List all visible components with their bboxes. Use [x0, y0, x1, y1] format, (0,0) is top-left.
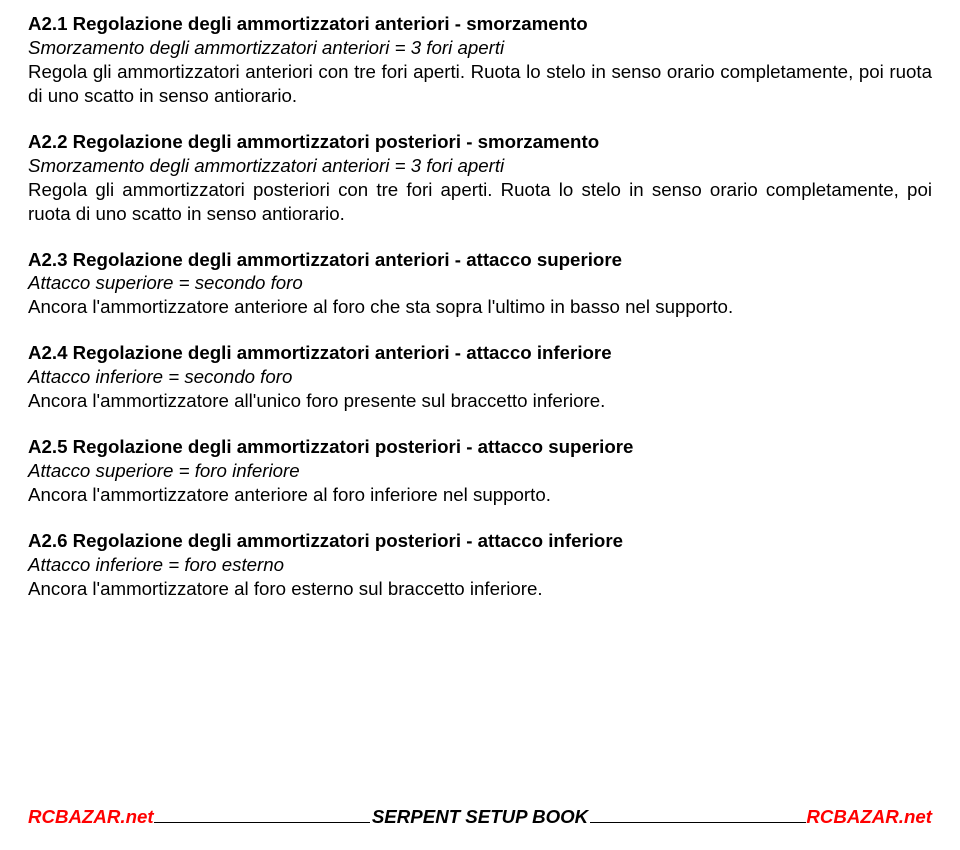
section-body: Ancora l'ammortizzatore all'unico foro p… [28, 389, 932, 413]
section-heading: A2.2 Regolazione degli ammortizzatori po… [28, 130, 932, 154]
section-a2-2: A2.2 Regolazione degli ammortizzatori po… [28, 130, 932, 226]
footer-right-brand: RCBAZAR.net [806, 806, 932, 828]
section-a2-1: A2.1 Regolazione degli ammortizzatori an… [28, 12, 932, 108]
section-body: Ancora l'ammortizzatore anteriore al for… [28, 483, 932, 507]
section-setting: Attacco superiore = secondo foro [28, 271, 932, 295]
section-heading: A2.5 Regolazione degli ammortizzatori po… [28, 435, 932, 459]
section-setting: Attacco inferiore = foro esterno [28, 553, 932, 577]
section-body: Regola gli ammortizzatori posteriori con… [28, 178, 932, 226]
document-page: A2.1 Regolazione degli ammortizzatori an… [0, 0, 960, 850]
section-setting: Smorzamento degli ammortizzatori anterio… [28, 36, 932, 60]
footer-center-wrap: SERPENT SETUP BOOK [154, 806, 807, 828]
section-heading: A2.4 Regolazione degli ammortizzatori an… [28, 341, 932, 365]
section-a2-3: A2.3 Regolazione degli ammortizzatori an… [28, 248, 932, 320]
section-body: Ancora l'ammortizzatore anteriore al for… [28, 295, 932, 319]
footer-title: SERPENT SETUP BOOK [370, 806, 590, 828]
section-heading: A2.6 Regolazione degli ammortizzatori po… [28, 529, 932, 553]
section-a2-5: A2.5 Regolazione degli ammortizzatori po… [28, 435, 932, 507]
section-a2-6: A2.6 Regolazione degli ammortizzatori po… [28, 529, 932, 601]
footer-underline-left [154, 822, 370, 823]
page-footer: RCBAZAR.net SERPENT SETUP BOOK RCBAZAR.n… [28, 806, 932, 828]
section-setting: Attacco superiore = foro inferiore [28, 459, 932, 483]
section-setting: Smorzamento degli ammortizzatori anterio… [28, 154, 932, 178]
section-body: Regola gli ammortizzatori anteriori con … [28, 60, 932, 108]
section-a2-4: A2.4 Regolazione degli ammortizzatori an… [28, 341, 932, 413]
section-heading: A2.1 Regolazione degli ammortizzatori an… [28, 12, 932, 36]
section-body: Ancora l'ammortizzatore al foro esterno … [28, 577, 932, 601]
section-heading: A2.3 Regolazione degli ammortizzatori an… [28, 248, 932, 272]
footer-left-brand: RCBAZAR.net [28, 806, 154, 828]
footer-underline-right [590, 822, 806, 823]
section-setting: Attacco inferiore = secondo foro [28, 365, 932, 389]
